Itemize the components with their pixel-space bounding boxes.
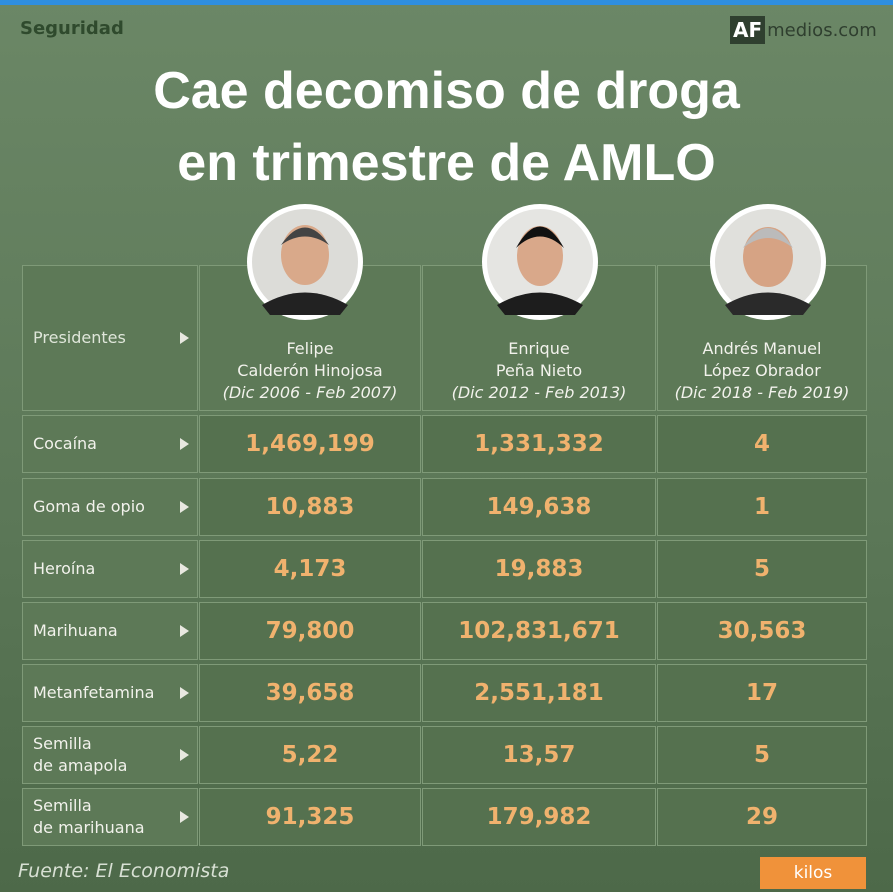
title: Cae decomiso de droga en trimestre de AM… [0, 55, 893, 199]
row-label: Cocaína [33, 433, 97, 455]
value-cell: 39,658 [199, 664, 421, 722]
row-label: Semilla de marihuana [33, 795, 145, 839]
president-name: Peña Nieto [495, 361, 583, 380]
value-cell: 102,831,671 [422, 602, 656, 660]
row-label: Semilla de amapola [33, 733, 127, 777]
row-label-line: Semilla [33, 796, 92, 815]
source: Fuente: El Economista [18, 860, 230, 882]
value-cell: 4,173 [199, 540, 421, 598]
period: (Dic 2006 - Feb 2007) [222, 383, 398, 402]
row-label-cell: Cocaína [22, 415, 198, 473]
arrow [180, 811, 189, 823]
arrow [180, 438, 189, 450]
row-label-line: Heroína [33, 559, 96, 578]
period: (Dic 2018 - Feb 2019) [674, 383, 850, 402]
value-cell: 2,551,181 [422, 664, 656, 722]
portrait [710, 204, 826, 320]
arrow [180, 625, 189, 637]
president-name: López Obrador [703, 361, 821, 380]
title-line: Cae decomiso de droga [153, 62, 740, 120]
top-bar [0, 0, 893, 5]
row-label-line: Metanfetamina [33, 683, 155, 702]
value-cell: 5,22 [199, 726, 421, 784]
president-name: Andrés Manuel [702, 339, 822, 358]
row-label-line: Semilla [33, 734, 92, 753]
row-label-cell: Goma de opio [22, 478, 198, 536]
logo-mark: AF [730, 16, 766, 44]
value-cell: 10,883 [199, 478, 421, 536]
value-cell: 5 [657, 726, 867, 784]
row-label-cell: Semilla de marihuana [22, 788, 198, 846]
value-cell: 30,563 [657, 602, 867, 660]
row-label: Goma de opio [33, 496, 145, 518]
value-cell: 29 [657, 788, 867, 846]
arrow [180, 687, 189, 699]
president-name: Calderón Hinojosa [237, 361, 383, 380]
row-label-line: Goma de opio [33, 497, 145, 516]
portrait [247, 204, 363, 320]
value-cell: 17 [657, 664, 867, 722]
value-cell: 13,57 [422, 726, 656, 784]
column-header: Andrés Manuel López Obrador (Dic 2018 - Fe… [657, 265, 867, 411]
value-cell: 19,883 [422, 540, 656, 598]
section: Seguridad [20, 18, 124, 39]
value-cell: 1 [657, 478, 867, 536]
title-line: en trimestre de AMLO [177, 134, 716, 192]
row-label-cell: Heroína [22, 540, 198, 598]
row-label-cell: Marihuana [22, 602, 198, 660]
value-cell: 179,982 [422, 788, 656, 846]
arrow [180, 332, 189, 344]
logo: AF medios.com [730, 16, 877, 44]
value-cell: 1,469,199 [199, 415, 421, 473]
value-cell: 4 [657, 415, 867, 473]
value-cell: 91,325 [199, 788, 421, 846]
value-cell: 1,331,332 [422, 415, 656, 473]
row-label-line: Cocaína [33, 434, 97, 453]
period: (Dic 2012 - Feb 2013) [451, 383, 627, 402]
row-label-line: Marihuana [33, 621, 118, 640]
unit: kilos [760, 857, 866, 889]
corner-label: Presidentes [33, 328, 126, 347]
row-label-line: de marihuana [33, 818, 145, 837]
arrow [180, 501, 189, 513]
logo-text: medios.com [767, 19, 877, 41]
president-name: Felipe [286, 339, 334, 358]
header-cell: Presidentes [22, 265, 198, 411]
value-cell: 149,638 [422, 478, 656, 536]
portrait [482, 204, 598, 320]
president-name: Enrique [508, 339, 570, 358]
arrow [180, 749, 189, 761]
arrow [180, 563, 189, 575]
row-label-line: de amapola [33, 756, 128, 775]
row-label-cell: Metanfetamina [22, 664, 198, 722]
value-cell: 79,800 [199, 602, 421, 660]
row-label: Heroína [33, 558, 95, 580]
row-label-cell: Semilla de amapola [22, 726, 198, 784]
row-label: Marihuana [33, 620, 118, 642]
value-cell: 5 [657, 540, 867, 598]
row-label: Metanfetamina [33, 682, 154, 704]
